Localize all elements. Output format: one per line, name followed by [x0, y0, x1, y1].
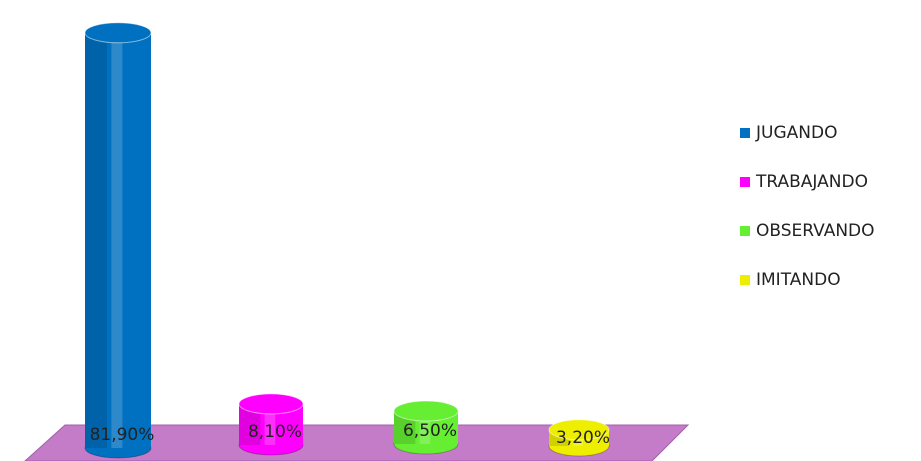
cylinder-shine — [264, 403, 276, 445]
legend-swatch — [740, 275, 750, 285]
cylinder-top — [84, 22, 152, 44]
cylinder-top — [548, 419, 610, 441]
legend-label: IMITANDO — [756, 270, 841, 290]
legend-swatch — [740, 128, 750, 138]
cylinder-shine — [111, 32, 123, 448]
cylinder-shine — [419, 411, 431, 444]
floor — [24, 424, 690, 461]
cylinder-body — [85, 32, 151, 448]
cylinder-top — [393, 400, 459, 422]
legend-label: OBSERVANDO — [756, 221, 875, 241]
cylinder-shade — [85, 32, 107, 448]
cylinder-top — [238, 393, 304, 415]
cylinder-shade — [239, 403, 261, 445]
cylinder — [238, 393, 304, 456]
legend-label: JUGANDO — [755, 123, 837, 143]
data-label: 3,20% — [556, 428, 610, 448]
legend-swatch — [740, 226, 750, 236]
data-label: 6,50% — [403, 421, 457, 441]
legend-swatch — [740, 177, 750, 187]
data-label: 8,10% — [248, 422, 302, 442]
cylinder — [84, 22, 152, 459]
legend-label: TRABAJANDO — [755, 172, 868, 192]
data-label: 81,90% — [90, 425, 155, 445]
cylinder — [393, 400, 459, 455]
cylinder — [548, 419, 610, 457]
